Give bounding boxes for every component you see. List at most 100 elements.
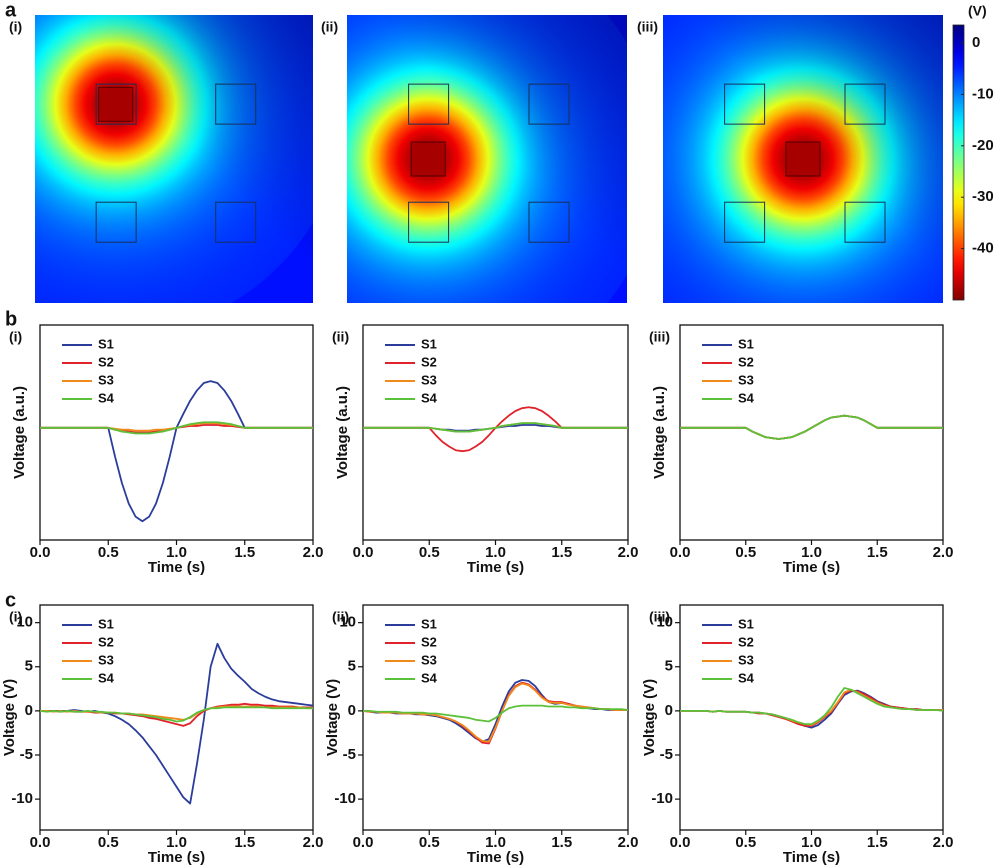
panel-letter: a	[5, 0, 17, 21]
plot-area	[363, 406, 628, 453]
x-tick-label: 1.5	[867, 544, 888, 561]
y-tick-label: 5	[348, 658, 356, 675]
x-axis-label: Time (s)	[148, 849, 205, 865]
y-tick-label: 10	[16, 614, 33, 631]
y-axis-label: Voltage (a.u.)	[11, 386, 28, 479]
legend-label: S3	[98, 372, 114, 387]
colorbar-tick-label: -40	[972, 240, 994, 257]
y-axis-label: Voltage (V)	[324, 679, 341, 756]
legend-label: S2	[421, 354, 437, 369]
x-tick-label: 1.0	[801, 834, 822, 851]
legend-label: S1	[738, 336, 754, 351]
electrode	[215, 83, 257, 125]
panel-label: (iii)	[649, 329, 670, 345]
x-axis-label: Time (s)	[783, 559, 840, 576]
y-axis-label: Voltage (V)	[641, 679, 658, 756]
panel-label: (ii)	[332, 609, 349, 625]
series-line	[363, 679, 628, 743]
x-axis-label: Time (s)	[467, 849, 524, 865]
legend-label: S1	[738, 616, 754, 631]
source-core	[410, 141, 446, 177]
y-tick-label: -10	[651, 790, 673, 807]
x-axis-label: Time (s)	[467, 559, 524, 576]
y-tick-label: 0	[348, 702, 356, 719]
plot-frame	[39, 604, 314, 831]
x-tick-label: 1.5	[551, 544, 572, 561]
y-tick-label: -10	[334, 790, 356, 807]
legend-label: S1	[421, 616, 437, 631]
source-core	[785, 141, 821, 177]
legend-label: S2	[98, 634, 114, 649]
legend-label: S3	[738, 652, 754, 667]
colorbar-tick-label: 0	[972, 34, 980, 51]
x-tick-label: 0.5	[98, 834, 119, 851]
series-line	[363, 704, 628, 723]
y-tick-label: 10	[339, 614, 356, 631]
heatmap	[663, 15, 943, 303]
legend-label: S2	[738, 634, 754, 649]
legend-label: S2	[421, 634, 437, 649]
x-tick-label: 0.5	[735, 544, 756, 561]
y-tick-label: -5	[660, 746, 673, 763]
y-tick-label: -10	[11, 790, 33, 807]
y-tick-label: -5	[343, 746, 356, 763]
y-tick-label: 5	[25, 658, 33, 675]
x-tick-label: 2.0	[933, 544, 954, 561]
x-tick-label: 0.0	[353, 544, 374, 561]
plot-area	[680, 414, 943, 440]
legend-label: S4	[98, 390, 115, 405]
electrode	[844, 83, 886, 125]
plot-frame	[39, 324, 314, 541]
legend-label: S4	[738, 390, 755, 405]
x-tick-label: 2.0	[933, 834, 954, 851]
x-tick-label: 1.0	[801, 544, 822, 561]
legend-label: S1	[98, 336, 114, 351]
x-tick-label: 2.0	[303, 544, 324, 561]
x-tick-label: 1.0	[166, 834, 187, 851]
panel-letter: b	[5, 308, 17, 330]
legend-label: S3	[421, 372, 437, 387]
x-tick-label: 0.5	[419, 834, 440, 851]
y-tick-label: 0	[665, 702, 673, 719]
x-tick-label: 0.0	[670, 544, 691, 561]
x-tick-label: 0.5	[98, 544, 119, 561]
panel-label: (i)	[9, 609, 22, 625]
panel-label: (iii)	[649, 609, 670, 625]
legend-label: S4	[421, 670, 438, 685]
series-line	[363, 422, 628, 433]
electrode	[215, 201, 257, 243]
plot-frame	[679, 324, 944, 541]
panel-label: (i)	[9, 19, 22, 35]
colorbar	[952, 24, 965, 301]
plot-area	[40, 380, 313, 523]
y-axis-label: Voltage (a.u.)	[334, 386, 351, 479]
plot-area	[363, 679, 628, 745]
legend-label: S2	[738, 354, 754, 369]
legend-label: S1	[98, 616, 114, 631]
panel-label: (ii)	[332, 329, 349, 345]
legend-label: S2	[98, 354, 114, 369]
y-tick-label: -5	[20, 746, 33, 763]
x-axis-label: Time (s)	[783, 849, 840, 865]
electrode	[95, 83, 137, 125]
electrode	[528, 83, 570, 125]
colorbar-tick-label: -30	[972, 188, 994, 205]
legend-label: S1	[421, 336, 437, 351]
legend-label: S3	[98, 652, 114, 667]
x-tick-label: 2.0	[618, 544, 639, 561]
shade	[347, 15, 627, 303]
electrode	[724, 201, 766, 243]
panel-label: (ii)	[321, 19, 338, 35]
electrode	[95, 201, 137, 243]
x-tick-label: 2.0	[618, 834, 639, 851]
plot-area	[680, 687, 943, 729]
panel-label: (iii)	[637, 19, 658, 35]
electrode	[408, 83, 450, 125]
x-tick-label: 1.0	[166, 544, 187, 561]
colorbar-tick-label: -10	[972, 85, 994, 102]
legend-label: S3	[738, 372, 754, 387]
panel-label: (i)	[9, 329, 22, 345]
electrode	[724, 83, 766, 125]
electrode	[528, 201, 570, 243]
